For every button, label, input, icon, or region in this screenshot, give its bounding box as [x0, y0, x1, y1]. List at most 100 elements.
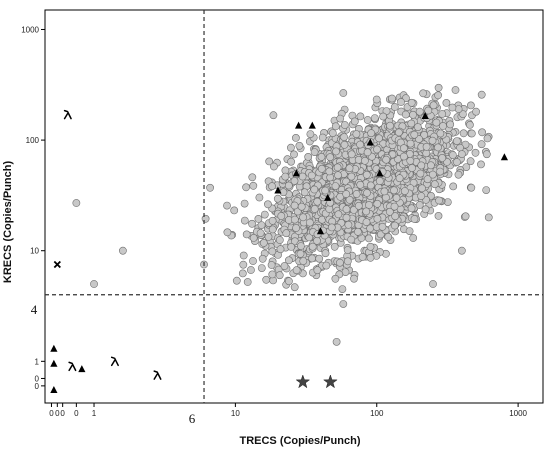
cloud-point	[448, 151, 457, 159]
cloud-point	[409, 110, 417, 119]
cloud-point	[313, 266, 322, 275]
cloud-point	[419, 89, 427, 98]
star-point	[295, 374, 311, 389]
cloud-point	[338, 285, 347, 293]
point-cloud	[201, 83, 493, 293]
cloud-point	[373, 145, 381, 154]
cloud-point	[308, 242, 317, 251]
y-tick-label: 1000	[21, 25, 39, 34]
triangle-point	[308, 121, 316, 129]
y-axis-title: KRECS (Copies/Punch)	[2, 161, 14, 284]
cloud-point	[290, 150, 298, 159]
cloud-point	[386, 121, 394, 130]
cloud-point	[313, 197, 322, 206]
cloud-point	[394, 128, 403, 137]
cloud-point	[350, 274, 358, 283]
cloud-point	[268, 225, 277, 234]
cloud-point	[326, 153, 334, 162]
triangle-point	[366, 138, 374, 146]
cloud-point	[265, 157, 274, 166]
circle-point	[118, 246, 127, 255]
triangle-point	[294, 121, 303, 129]
cloud-point	[356, 140, 364, 149]
cloud-point	[438, 110, 447, 118]
cloud-point	[435, 196, 443, 205]
cloud-point	[415, 201, 424, 209]
cloud-point	[290, 283, 299, 292]
cloud-point	[429, 101, 438, 110]
cloud-point	[432, 118, 441, 127]
cloud-point	[461, 212, 470, 221]
circle-point	[457, 246, 466, 255]
cloud-point	[390, 221, 399, 230]
cloud-point	[362, 218, 371, 226]
cloud-point	[263, 200, 272, 209]
cloud-point	[363, 116, 372, 124]
y-tick-label: 10	[30, 247, 39, 256]
cloud-point	[332, 147, 340, 156]
cloud-point	[347, 150, 356, 159]
cloud-point	[275, 271, 284, 280]
x-threshold-label: 6	[189, 411, 196, 426]
cloud-point	[446, 120, 455, 129]
cloud-point	[420, 130, 429, 139]
cloud-point	[318, 133, 327, 142]
lambda-point	[153, 370, 162, 380]
cloud-point	[471, 148, 480, 157]
x-tick-label: 1	[92, 409, 97, 418]
cloud-point	[454, 170, 463, 179]
cloud-point	[282, 229, 291, 238]
cloud-point	[343, 257, 352, 266]
cloud-point	[331, 182, 340, 190]
cloud-point	[249, 233, 258, 242]
cloud-point	[310, 185, 319, 194]
cloud-point	[328, 129, 337, 137]
cloud-point	[267, 261, 276, 269]
cloud-point	[390, 103, 399, 111]
cloud-point	[363, 148, 372, 157]
cloud-point	[240, 199, 249, 208]
lambda-point	[110, 356, 119, 367]
cloud-point	[358, 253, 367, 261]
cloud-point	[410, 130, 419, 139]
cloud-point	[239, 251, 248, 260]
cloud-point	[423, 175, 432, 184]
cloud-point	[422, 142, 431, 151]
cloud-point	[458, 110, 467, 118]
cloud-point	[406, 156, 415, 165]
cloud-point	[201, 214, 210, 223]
x-axis-title: TRECS (Copies/Punch)	[239, 435, 360, 447]
cloud-point	[284, 277, 293, 286]
cloud-point	[379, 112, 387, 121]
cloud-point	[276, 245, 285, 254]
cloud-point	[287, 242, 296, 251]
cloud-point	[284, 181, 293, 190]
cloud-point	[281, 172, 290, 181]
y-tick-label: 0	[35, 374, 40, 383]
x-tick-label: 1000	[509, 409, 527, 418]
cloud-point	[356, 112, 365, 121]
cloud-point	[286, 143, 295, 152]
cloud-point	[292, 224, 300, 232]
cloud-point	[388, 94, 396, 103]
cloud-point	[399, 152, 408, 161]
cloud-point	[477, 160, 485, 169]
cloud-point	[466, 157, 475, 166]
cloud-point	[262, 275, 271, 284]
cloud-point	[284, 256, 293, 265]
cloud-point	[362, 170, 371, 179]
cloud-point	[385, 207, 394, 216]
cloud-point	[452, 137, 461, 145]
cloud-point	[340, 121, 349, 129]
cloud-point	[408, 164, 416, 172]
cloud-point	[366, 181, 375, 190]
cloud-point	[292, 266, 301, 275]
cloud-point	[230, 206, 239, 215]
lambda-point	[63, 109, 72, 120]
x-tick-label: 0	[74, 409, 79, 418]
triangle-point	[324, 193, 332, 201]
cloud-point	[349, 205, 358, 214]
cloud-point	[353, 227, 362, 236]
cloud-point	[343, 246, 352, 254]
x-tick-label: 10	[231, 409, 240, 418]
